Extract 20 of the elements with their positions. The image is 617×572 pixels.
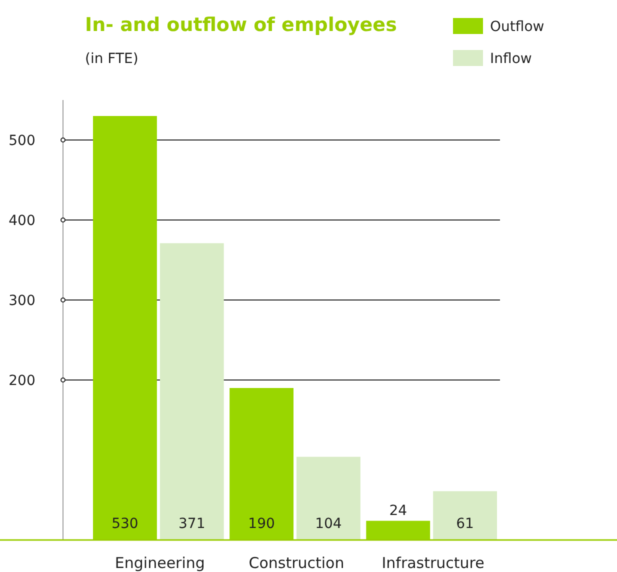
legend-label: Inflow	[490, 50, 532, 67]
chart-title: In- and outflow of employees	[85, 14, 397, 36]
data-label: 104	[315, 516, 342, 532]
legend-label: Outflow	[490, 18, 544, 35]
y-tick-label: 500	[8, 132, 36, 149]
bar	[160, 243, 224, 540]
y-tick-label: 300	[8, 292, 36, 309]
chart-subtitle: (in FTE)	[85, 51, 138, 67]
data-label: 190	[248, 516, 275, 532]
bar	[433, 491, 497, 540]
y-tick-label: 200	[8, 372, 36, 389]
y-tick-label: 400	[8, 212, 36, 229]
bar	[296, 456, 360, 540]
x-tick-label: Infrastructure	[382, 554, 484, 572]
x-tick-label: Construction	[248, 554, 344, 572]
data-label: 530	[112, 516, 138, 532]
x-tick-label: Engineering	[114, 554, 205, 572]
data-label: 24	[389, 502, 408, 519]
data-label: 61	[456, 516, 474, 532]
data-label: 371	[178, 516, 206, 532]
